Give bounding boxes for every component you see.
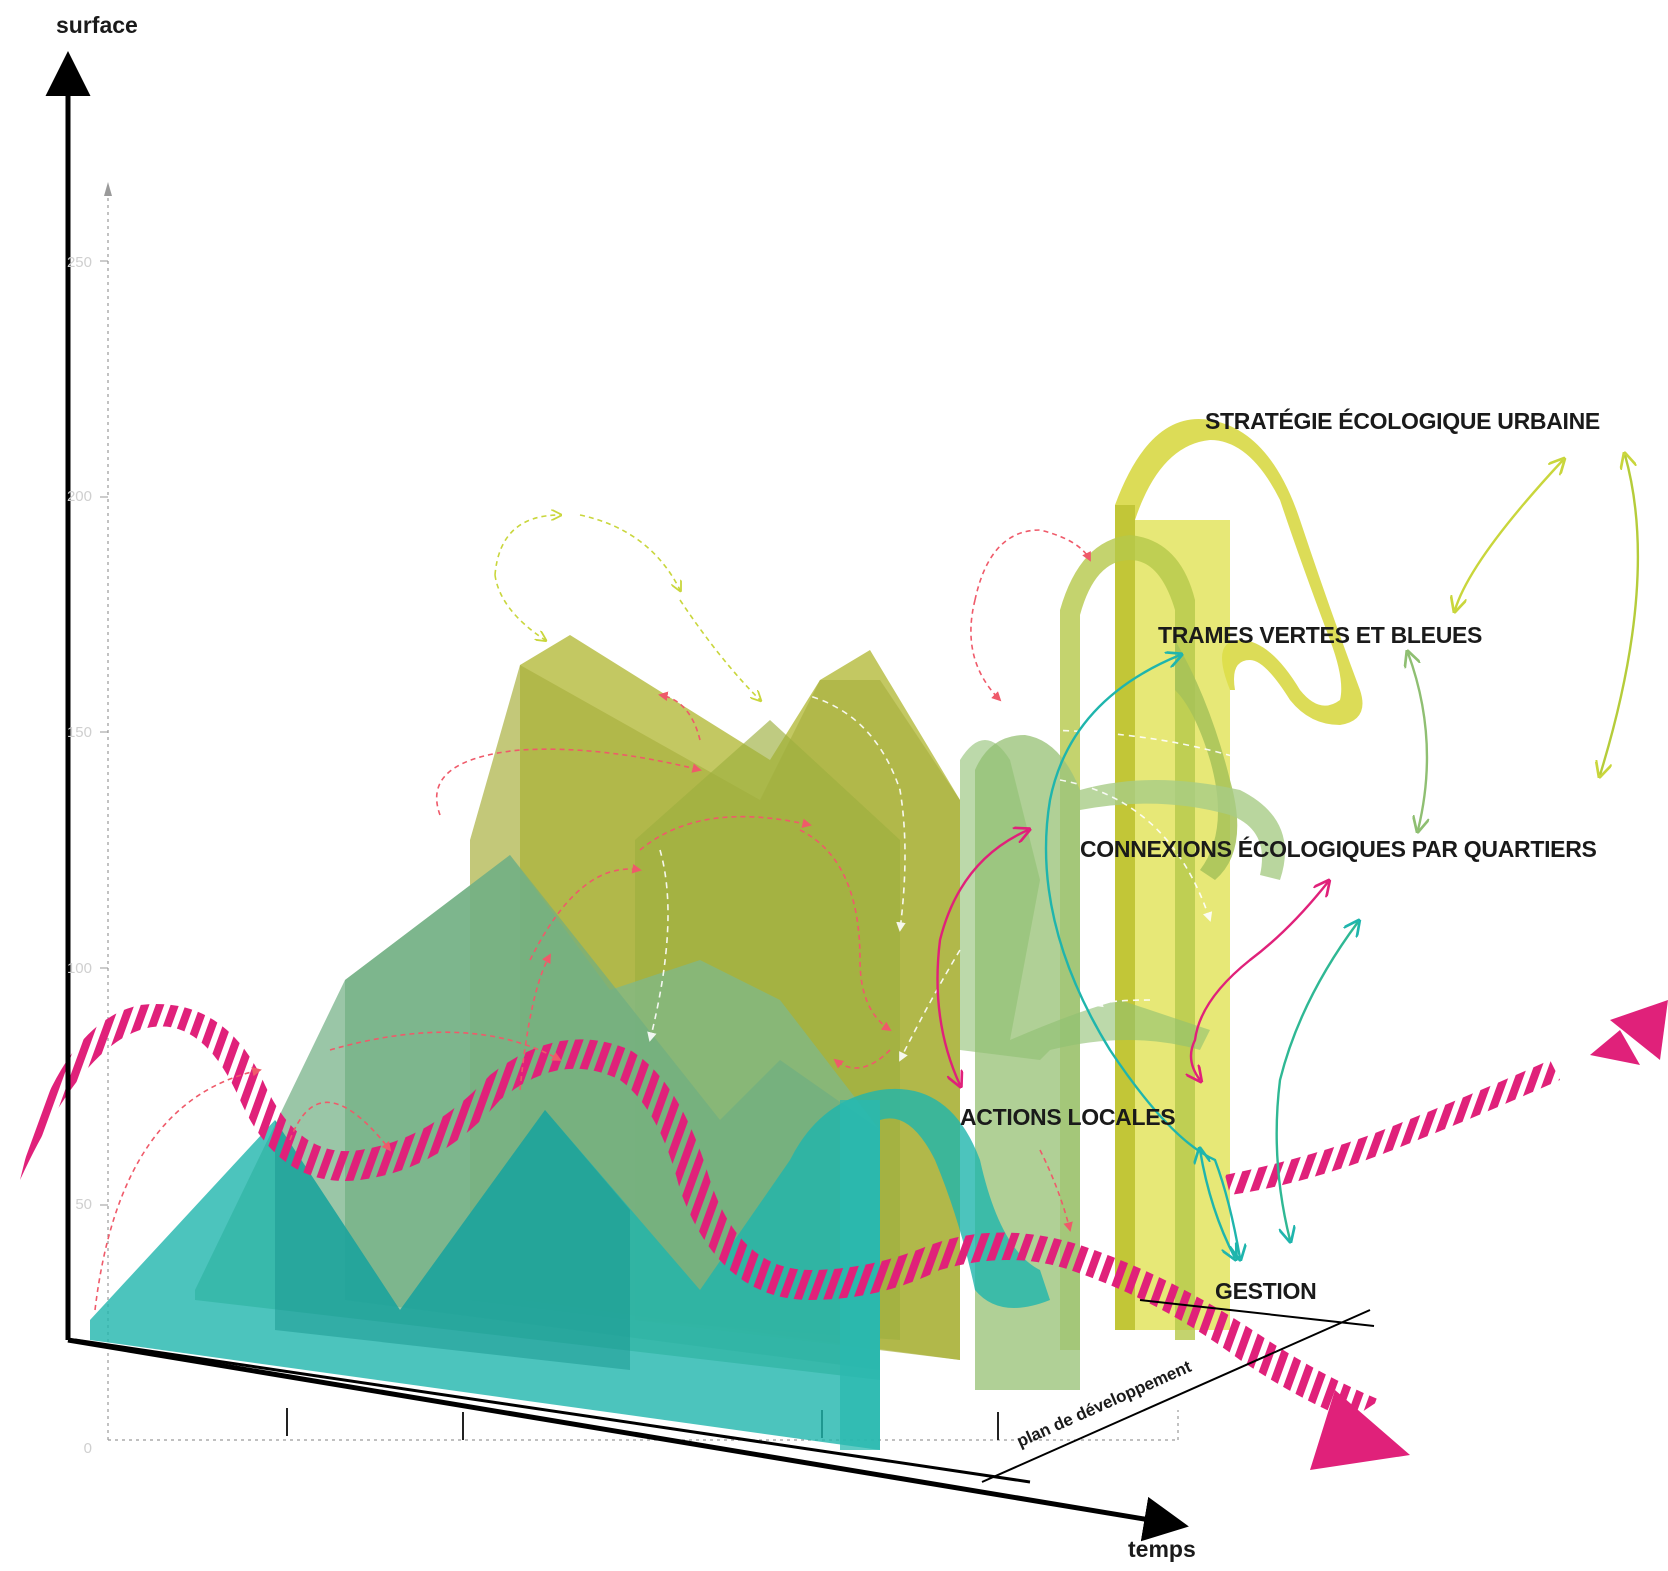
dashed-red-arcs xyxy=(94,529,1091,1311)
dashed-yellow-arcs xyxy=(494,515,760,700)
label-gestion: GESTION xyxy=(1215,1278,1317,1304)
y-tick-0: 0 xyxy=(83,1440,92,1457)
label-actions: ACTIONS LOCALES xyxy=(960,1104,1176,1130)
x-axis-label: temps xyxy=(1128,1536,1196,1562)
label-connexions: CONNEXIONS ÉCOLOGIQUES PAR QUARTIERS xyxy=(1080,836,1597,862)
y-tick-100: 100 xyxy=(66,960,92,977)
y-tick-50: 50 xyxy=(75,1196,92,1213)
main-axes xyxy=(45,51,1375,1542)
inner-axis-arrow xyxy=(104,182,112,196)
white-flow-arcs xyxy=(647,689,1262,1062)
relationship-arrows xyxy=(936,455,1640,1258)
y-axis-label: surface xyxy=(56,12,138,38)
label-trames: TRAMES VERTES ET BLEUES xyxy=(1158,622,1483,648)
label-strategie: STRATÉGIE ÉCOLOGIQUE URBAINE xyxy=(1205,408,1600,434)
inner-dotted-axes xyxy=(107,190,1179,1441)
inner-ticks xyxy=(100,260,108,1206)
y-tick-150: 150 xyxy=(66,724,92,741)
y-tick-200: 200 xyxy=(66,488,92,505)
y-tick-250: 250 xyxy=(66,254,92,271)
